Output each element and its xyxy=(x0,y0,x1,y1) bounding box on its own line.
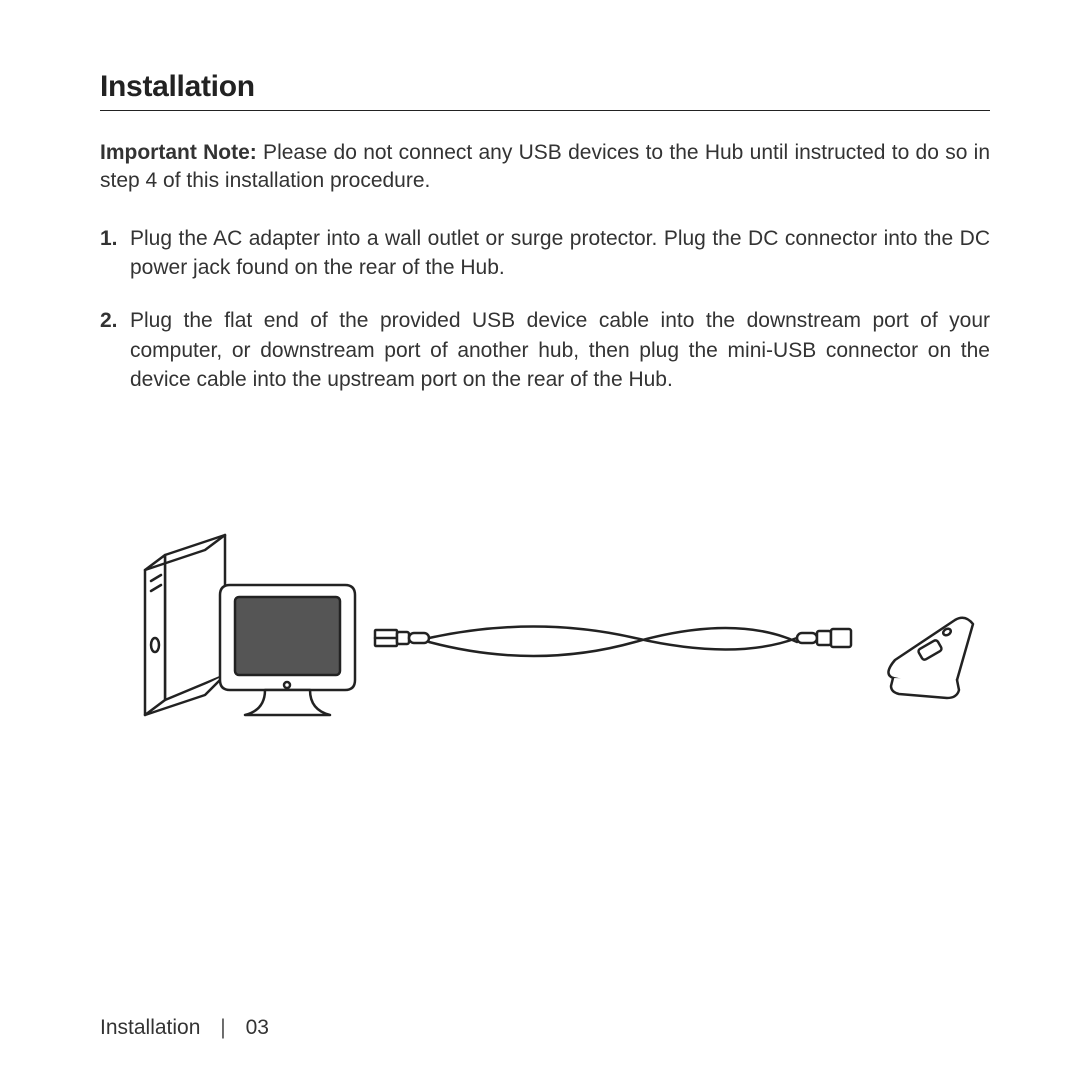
footer-page-number: 03 xyxy=(246,1016,269,1039)
monitor-icon xyxy=(220,585,355,715)
title-rule xyxy=(100,110,990,111)
hub-device-icon xyxy=(888,617,973,697)
step-1-number: 1. xyxy=(100,224,118,253)
step-2-text: Plug the flat end of the provided USB de… xyxy=(130,309,990,391)
important-note: Important Note: Please do not connect an… xyxy=(100,139,990,196)
step-2-number: 2. xyxy=(100,306,118,335)
step-1: 1. Plug the AC adapter into a wall outle… xyxy=(100,224,990,283)
footer-section: Installation xyxy=(100,1016,200,1039)
illustration-svg xyxy=(115,515,975,735)
connection-illustration xyxy=(100,515,990,735)
usb-cable-icon xyxy=(375,626,851,656)
footer-separator: | xyxy=(220,1016,225,1040)
computer-tower-icon xyxy=(145,535,225,715)
section-title: Installation xyxy=(100,70,990,104)
step-2: 2. Plug the flat end of the provided USB… xyxy=(100,306,990,394)
important-note-label: Important Note: xyxy=(100,141,257,164)
step-1-text: Plug the AC adapter into a wall outlet o… xyxy=(130,227,990,279)
page-footer: Installation | 03 xyxy=(100,1016,269,1040)
document-page: Installation Important Note: Please do n… xyxy=(0,0,1080,1080)
steps-list: 1. Plug the AC adapter into a wall outle… xyxy=(100,224,990,395)
